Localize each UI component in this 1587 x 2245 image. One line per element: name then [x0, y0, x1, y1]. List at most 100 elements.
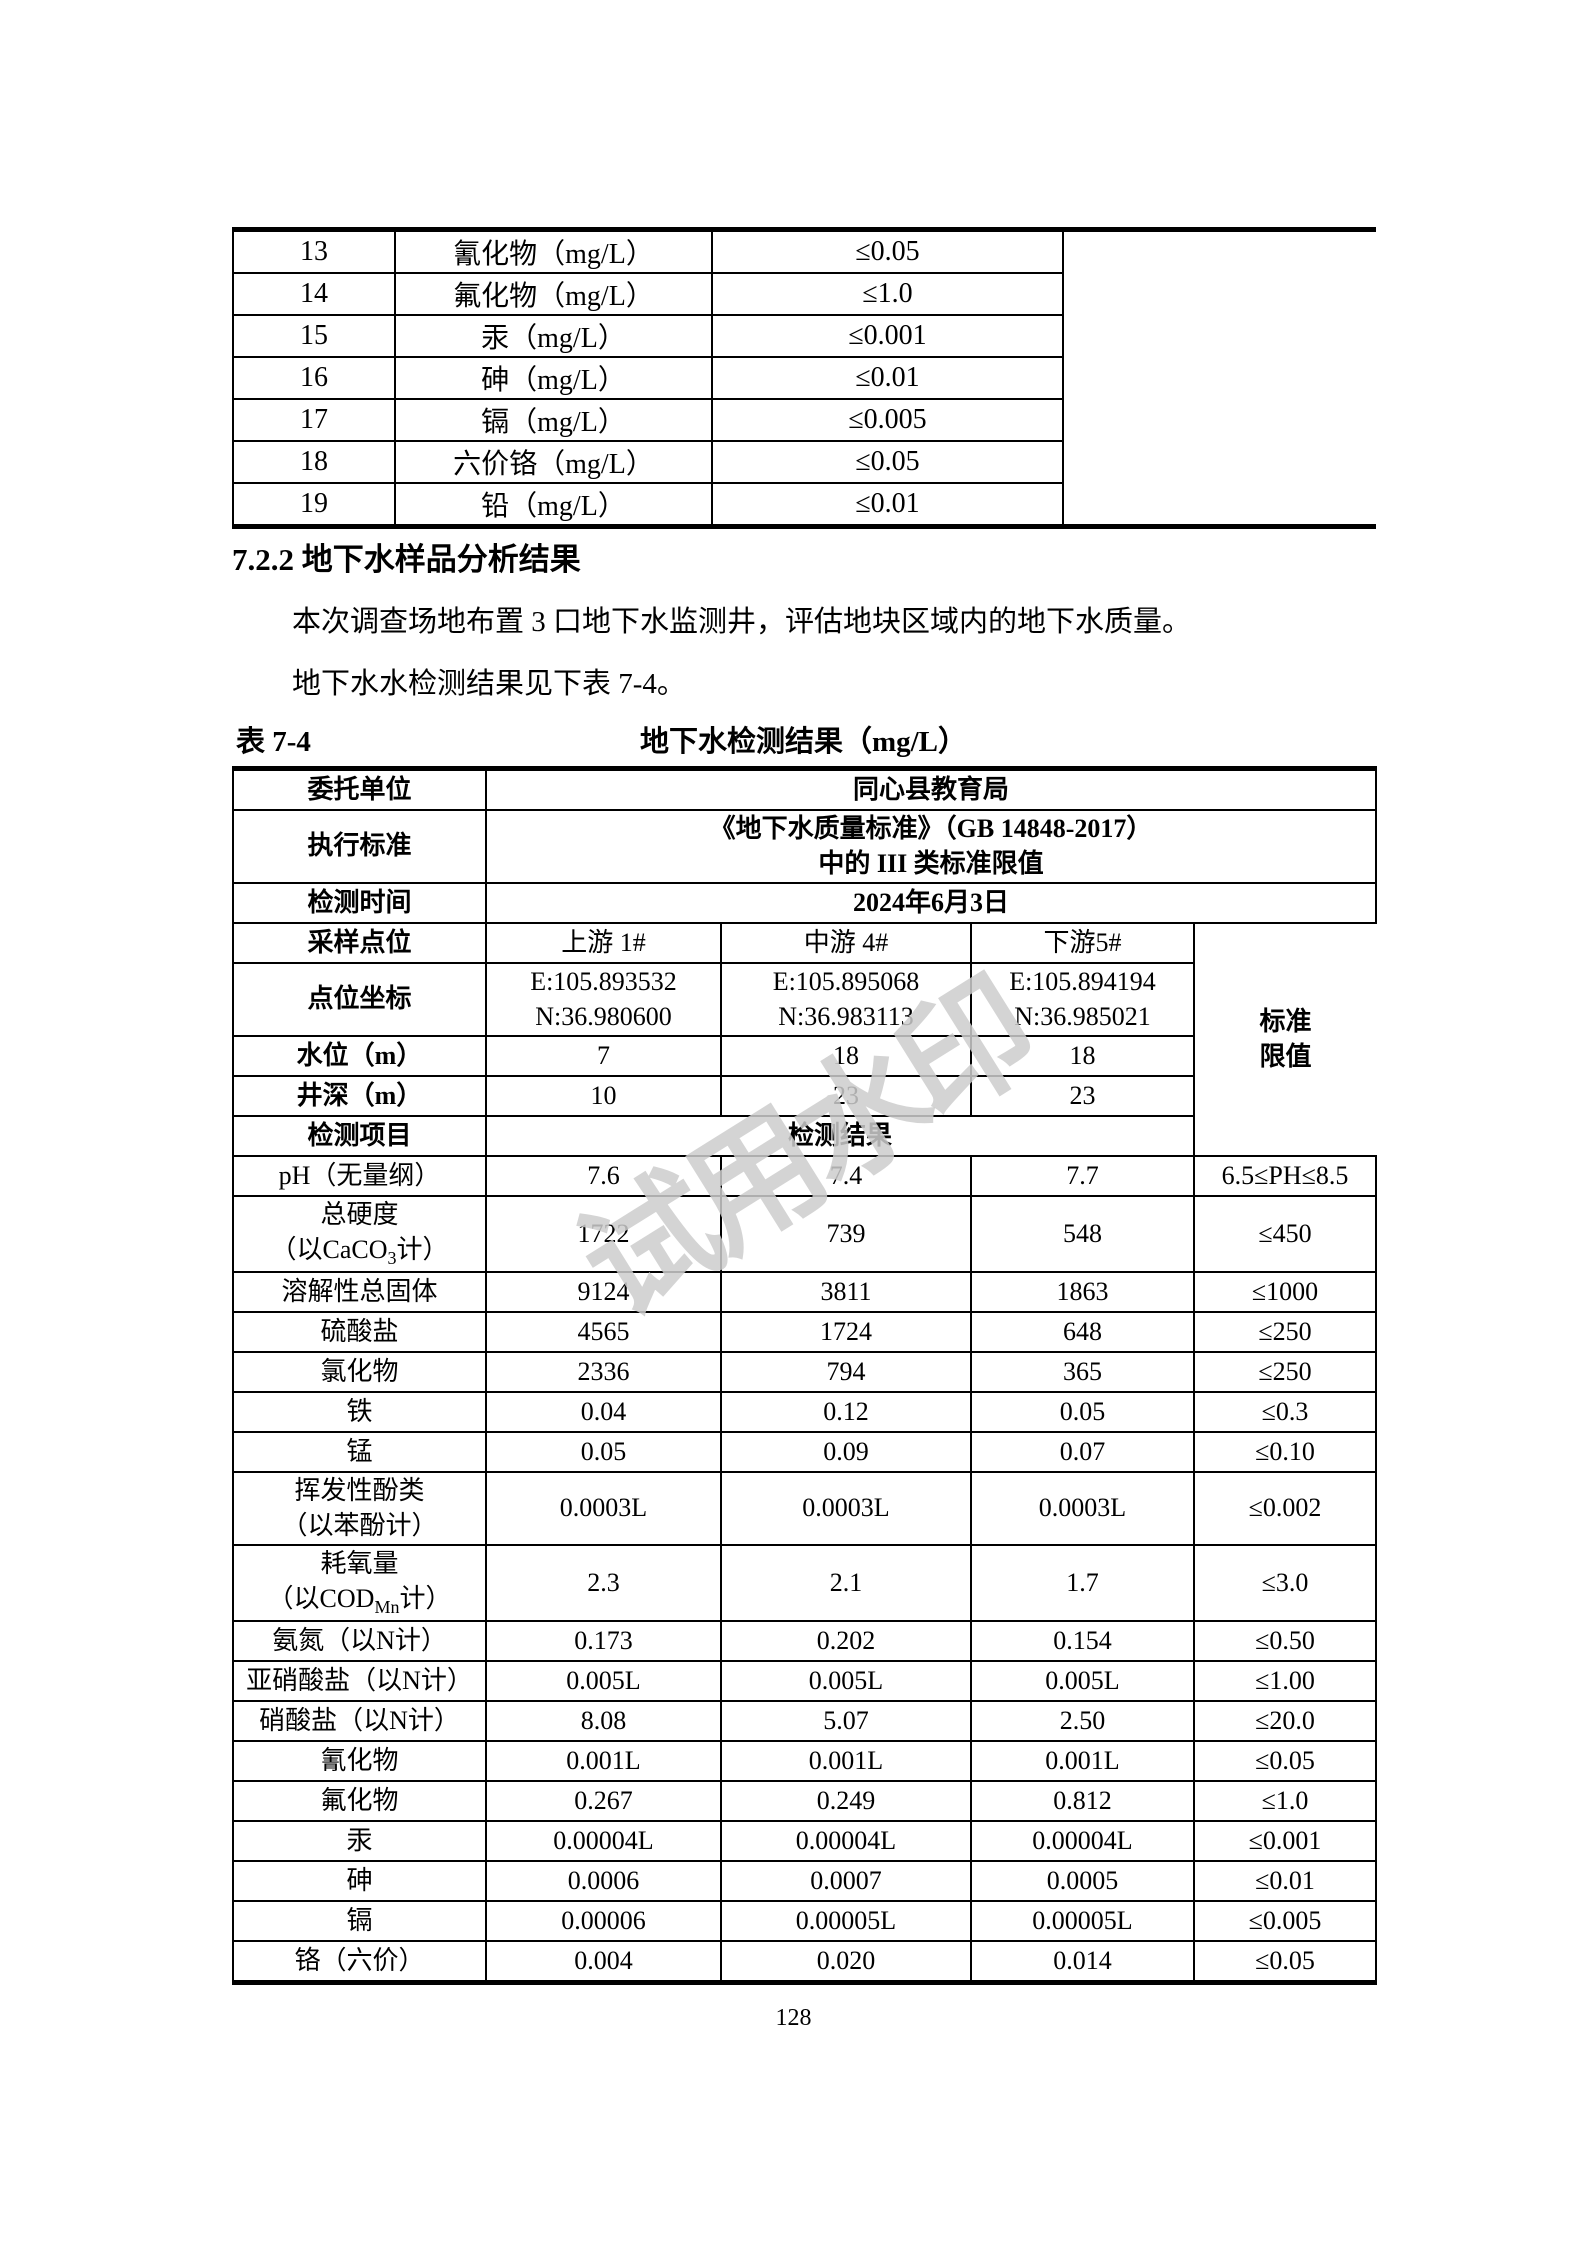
- param-name-cell: 氨氮（以N计）: [232, 1620, 487, 1663]
- limit-column-header: 标准 限值: [1192, 922, 1377, 1157]
- row-number-cell: 15: [232, 315, 395, 358]
- table-row: 砷 0.0006 0.0007 0.0005 ≤0.01: [232, 1860, 1378, 1903]
- value-cell: 0.020: [720, 1940, 972, 1984]
- value-cell: 0.154: [970, 1620, 1195, 1663]
- value-cell: 0.05: [970, 1391, 1195, 1434]
- coordinate-cell: E:105.894194 N:36.985021: [970, 962, 1195, 1037]
- table-row: 镉 0.00006 0.00005L 0.00005L ≤0.005: [232, 1900, 1378, 1943]
- value-cell: 0.00004L: [720, 1820, 972, 1863]
- value-cell: 0.812: [970, 1780, 1195, 1823]
- limit-cell: ≤450: [1192, 1194, 1378, 1274]
- param-name-line-1: 挥发性酚类: [294, 1476, 425, 1506]
- value-cell: 0.005L: [720, 1660, 972, 1703]
- standard-line-1: 《地下水质量标准》（GB 14848-2017）: [709, 814, 1153, 843]
- value-cell: 2336: [485, 1351, 722, 1394]
- coordinate-e: E:105.894194: [1009, 967, 1156, 996]
- value-cell: 0.202: [720, 1620, 972, 1663]
- test-results-header-cell: 检测结果: [485, 1115, 1195, 1157]
- table-row: 挥发性酚类 （以苯酚计） 0.0003L 0.0003L 0.0003L ≤0.…: [232, 1471, 1378, 1547]
- value-cell: 0.267: [485, 1780, 722, 1823]
- limit-cell: ≤250: [1192, 1351, 1378, 1394]
- param-name-line-1: 总硬度: [320, 1200, 399, 1229]
- sampling-point-cell: 下游5#: [970, 922, 1195, 964]
- value-cell: 0.0003L: [485, 1471, 722, 1547]
- table-row: 溶解性总固体 9124 3811 1863 ≤1000: [232, 1271, 1378, 1314]
- value-cell: 23: [970, 1075, 1195, 1117]
- row-number-cell: 19: [232, 483, 395, 527]
- limit-cell: ≤0.01: [711, 483, 1063, 527]
- param-name-cell: 挥发性酚类 （以苯酚计）: [232, 1471, 487, 1547]
- value-cell: 9124: [485, 1271, 722, 1314]
- table-row: 氰化物 0.001L 0.001L 0.001L ≤0.05: [232, 1740, 1378, 1783]
- table-row: 硝酸盐（以N计） 8.08 5.07 2.50 ≤20.0: [232, 1700, 1378, 1743]
- limit-cell: ≤1000: [1192, 1271, 1378, 1314]
- table-row: 铬（六价） 0.004 0.020 0.014 ≤0.05: [232, 1940, 1378, 1984]
- sampling-point-cell: 上游 1#: [485, 922, 722, 964]
- limit-cell: 6.5≤PH≤8.5: [1192, 1155, 1378, 1197]
- row-label-sampling-points: 采样点位: [232, 922, 487, 964]
- limit-cell: ≤1.0: [1192, 1780, 1378, 1823]
- value-cell: 0.05: [485, 1431, 722, 1474]
- value-cell: 365: [970, 1351, 1195, 1394]
- table-row: 汞 0.00004L 0.00004L 0.00004L ≤0.001: [232, 1820, 1378, 1863]
- standard-value-cell: 《地下水质量标准》（GB 14848-2017） 中的 III 类标准限值: [484, 809, 1378, 884]
- param-name-cell: 镉: [232, 1900, 487, 1943]
- limit-cell: ≤0.05: [711, 441, 1063, 484]
- table-caption-title: 地下水检测结果（mg/L）: [639, 726, 968, 758]
- value-cell: 0.0007: [720, 1860, 972, 1903]
- value-cell: 0.07: [970, 1431, 1195, 1474]
- limit-header-line-1: 标准: [1259, 1007, 1312, 1036]
- body-paragraph: 地下水水检测结果见下表 7-4。: [292, 668, 686, 700]
- value-cell: 0.00005L: [970, 1900, 1195, 1943]
- value-cell: 0.0006: [485, 1860, 722, 1903]
- limit-cell: ≤0.01: [711, 357, 1063, 400]
- table-row: 采样点位 上游 1# 中游 4# 下游5# 标准 限值: [232, 922, 1377, 1157]
- row-number-cell: 16: [232, 357, 395, 400]
- table-row: 耗氧量 （以CODMn计） 2.3 2.1 1.7 ≤3.0: [232, 1544, 1378, 1623]
- table-row: 锰 0.05 0.09 0.07 ≤0.10: [232, 1431, 1378, 1474]
- param-name-cell: 氯化物: [232, 1351, 487, 1394]
- value-cell: 0.249: [720, 1780, 972, 1823]
- limit-cell: ≤0.002: [1192, 1471, 1378, 1547]
- table-row: 16 砷（mg/L） ≤0.01: [232, 357, 1376, 400]
- limit-cell: ≤0.05: [711, 229, 1063, 274]
- value-cell: 5.07: [720, 1700, 972, 1743]
- table-row: 17 镉（mg/L） ≤0.005: [232, 399, 1376, 442]
- limit-cell: ≤3.0: [1192, 1544, 1378, 1623]
- table-row: 氯化物 2336 794 365 ≤250: [232, 1351, 1378, 1394]
- limit-header-line-2: 限值: [1259, 1041, 1312, 1071]
- date-value-cell: 2024年6月3日: [484, 882, 1378, 924]
- row-number-cell: 17: [232, 399, 395, 442]
- table-row: pH（无量纲） 7.6 7.4 7.7 6.5≤PH≤8.5: [232, 1155, 1378, 1197]
- param-name-line-2: （以CODMn计）: [267, 1583, 452, 1617]
- param-name-cell: 总硬度 （以CaCO3计）: [232, 1194, 487, 1274]
- table-row: 13 氰化物（mg/L） ≤0.05: [232, 229, 1376, 527]
- param-name-cell: 铁: [232, 1391, 487, 1434]
- table-row: 18 六价铬（mg/L） ≤0.05: [232, 441, 1376, 484]
- value-cell: 0.00004L: [485, 1820, 722, 1863]
- limit-cell: ≤0.05: [1192, 1940, 1378, 1984]
- limit-cell: ≤1.0: [711, 273, 1063, 316]
- limit-cell: ≤0.3: [1192, 1391, 1378, 1434]
- value-cell: 1863: [970, 1271, 1195, 1314]
- param-name-cell: 硝酸盐（以N计）: [232, 1700, 487, 1743]
- value-cell: 7.4: [720, 1155, 972, 1197]
- param-name-cell: 硫酸盐: [232, 1311, 487, 1354]
- value-cell: 0.09: [720, 1431, 972, 1474]
- param-name-cell: 亚硝酸盐（以N计）: [232, 1660, 487, 1703]
- table-row: 19 铅（mg/L） ≤0.01: [232, 483, 1376, 527]
- table-row: 15 汞（mg/L） ≤0.001: [232, 315, 1376, 358]
- limit-cell: ≤0.001: [711, 315, 1063, 358]
- param-name-cell: 砷: [232, 1860, 487, 1903]
- param-name-cell: 汞: [232, 1820, 487, 1863]
- table-row: 井深（m） 10 23 23: [232, 1075, 1376, 1117]
- value-cell: 3811: [720, 1271, 972, 1314]
- value-cell: 1722: [485, 1194, 722, 1274]
- limit-cell: ≤0.50: [1192, 1620, 1378, 1663]
- value-cell: 739: [720, 1194, 972, 1274]
- param-name-line-2: （以CaCO3计）: [270, 1234, 449, 1268]
- row-label-well-depth: 井深（m）: [232, 1075, 487, 1117]
- row-number-cell: 14: [232, 273, 395, 316]
- limit-cell: ≤1.00: [1192, 1660, 1378, 1703]
